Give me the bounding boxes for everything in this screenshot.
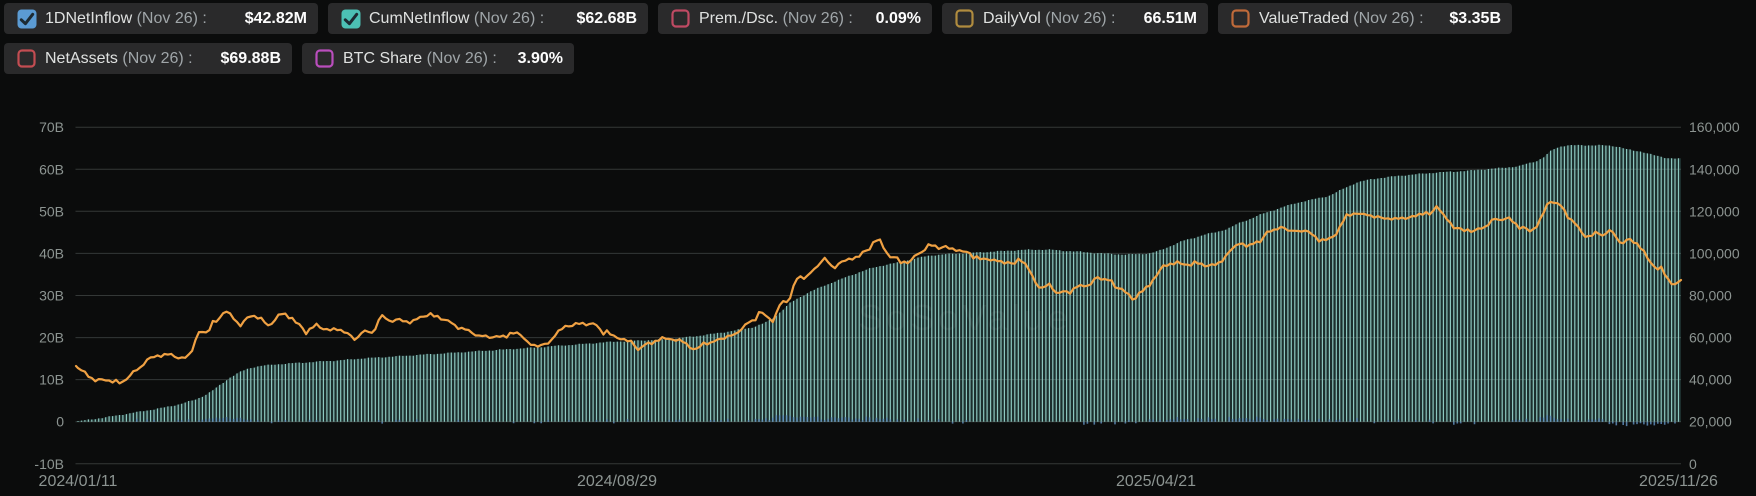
svg-text:60B: 60B xyxy=(39,161,64,177)
svg-text:2025/04/21: 2025/04/21 xyxy=(1116,473,1196,490)
svg-text:0: 0 xyxy=(56,414,64,430)
svg-text:0: 0 xyxy=(1689,456,1697,472)
svg-text:40B: 40B xyxy=(39,245,64,261)
svg-text:30B: 30B xyxy=(39,288,64,304)
svg-text:10B: 10B xyxy=(39,372,64,388)
svg-text:2024/08/29: 2024/08/29 xyxy=(577,473,657,490)
svg-text:60,000: 60,000 xyxy=(1689,330,1732,346)
svg-text:20,000: 20,000 xyxy=(1689,414,1732,430)
svg-text:2025/11/26: 2025/11/26 xyxy=(1639,473,1718,490)
svg-text:140,000: 140,000 xyxy=(1689,161,1740,177)
svg-text:20B: 20B xyxy=(39,330,64,346)
svg-text:160,000: 160,000 xyxy=(1689,119,1740,135)
svg-text:-10B: -10B xyxy=(34,456,64,472)
svg-text:SoSoValue: SoSoValue xyxy=(858,297,1071,338)
svg-text:2024/01/11: 2024/01/11 xyxy=(39,473,118,490)
svg-text:50B: 50B xyxy=(39,203,64,219)
svg-text:40,000: 40,000 xyxy=(1689,372,1732,388)
svg-text:80,000: 80,000 xyxy=(1689,288,1732,304)
svg-text:120,000: 120,000 xyxy=(1689,203,1740,219)
svg-text:70B: 70B xyxy=(39,119,64,135)
svg-text:100,000: 100,000 xyxy=(1689,245,1740,261)
